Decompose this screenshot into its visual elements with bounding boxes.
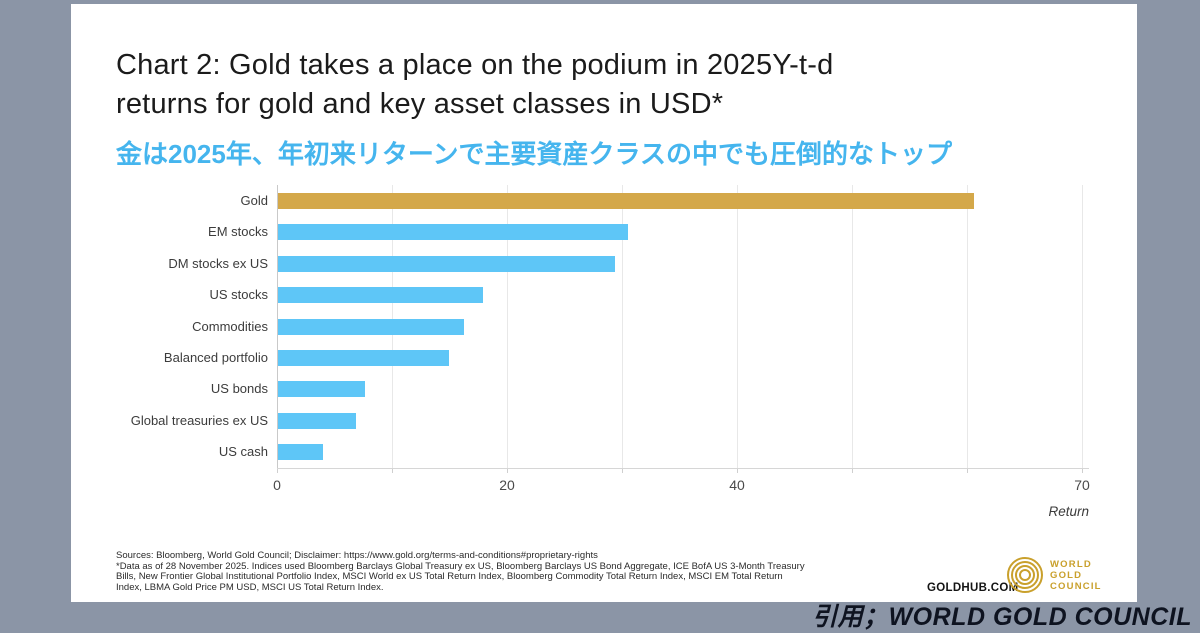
bar-gold — [278, 192, 974, 209]
y-axis-label: DM stocks ex US — [168, 255, 268, 271]
sources-line: Sources: Bloomberg, World Gold Council; … — [116, 550, 598, 561]
sources-line: *Data as of 28 November 2025. Indices us… — [116, 560, 805, 572]
bar-commodities — [278, 318, 465, 335]
bar-em-stocks — [278, 224, 628, 241]
logo-ring — [1011, 561, 1039, 589]
logo-ring — [1015, 565, 1035, 585]
sources-line: Index, LBMA Gold Price PM USD, MSCI US T… — [116, 581, 384, 593]
sources-line: Bills, New Frontier Global Institutional… — [116, 571, 783, 582]
axis-tick — [277, 469, 278, 473]
bar-us-cash — [278, 444, 323, 461]
gridline — [507, 185, 508, 468]
y-axis-label: Commodities — [192, 318, 268, 334]
axis-tick — [737, 469, 738, 473]
plot-area: 0 20 40 70 — [273, 185, 1090, 493]
bar-global-treasuries-ex-us — [278, 412, 357, 429]
chart-card: Chart 2: Gold takes a place on the podiu… — [71, 4, 1137, 602]
gridline — [852, 185, 853, 468]
citation-caption: 引用；WORLD GOLD COUNCIL — [812, 603, 1192, 631]
world-gold-council-logo-icon — [1007, 557, 1043, 593]
axis-tick — [1082, 469, 1083, 473]
bar-balanced-portfolio — [278, 349, 450, 366]
axis-tick — [967, 469, 968, 473]
gridline — [622, 185, 623, 468]
world-gold-council-wordmark: WORLD GOLD COUNCIL — [1050, 559, 1102, 592]
y-axis-label: US bonds — [210, 381, 268, 397]
y-axis-labels: Gold EM stocks DM stocks ex US US stocks Com… — [71, 185, 277, 468]
logo-wordmark-line: GOLD — [1050, 570, 1083, 581]
y-axis-label: Balanced portfolio — [163, 349, 268, 365]
y-axis-label: US stocks — [209, 287, 268, 303]
bar-us-stocks — [278, 287, 483, 304]
gridline — [1082, 185, 1083, 468]
y-axis-label: US cash — [218, 444, 268, 460]
x-axis-title: Return — [1048, 504, 1089, 519]
chart-title-line2: returns for gold and key asset classes i… — [116, 88, 724, 120]
y-axis-label: Gold — [240, 192, 268, 208]
gridline — [737, 185, 738, 468]
axis-tick — [392, 469, 393, 473]
sources-note: Sources: Bloomberg, World Gold Council; … — [116, 550, 805, 593]
bar-us-bonds — [278, 381, 366, 398]
goldhub-label: GOLDHUB.COM — [927, 582, 1019, 594]
axis-tick — [622, 469, 623, 473]
chart-title: Chart 2: Gold takes a place on the podiu… — [116, 46, 1096, 124]
chart-title-line1: Chart 2: Gold takes a place on the podiu… — [116, 49, 834, 81]
logo-wordmark-line: COUNCIL — [1050, 581, 1102, 592]
logo-wordmark-line: WORLD — [1050, 559, 1092, 570]
y-axis-label: Global treasuries ex US — [130, 412, 268, 428]
axis-tick — [507, 469, 508, 473]
x-axis-tick-label: 0 — [273, 477, 281, 493]
y-axis-label: EM stocks — [208, 224, 268, 240]
logo-ring — [1019, 569, 1031, 581]
gridline — [277, 185, 278, 468]
bar-dm-stocks-ex-us — [278, 255, 615, 272]
logo-ring — [1007, 557, 1043, 593]
x-axis-line — [277, 468, 1089, 469]
axis-tick — [852, 469, 853, 473]
x-axis-tick-label: 20 — [499, 477, 515, 493]
chart-subtitle-japanese: 金は2025年、年初来リターンで主要資産クラスの中でも圧倒的なトップ — [116, 139, 953, 169]
gridline — [967, 185, 968, 468]
x-axis-tick-label: 70 — [1074, 477, 1090, 493]
x-axis-tick-label: 40 — [729, 477, 745, 493]
